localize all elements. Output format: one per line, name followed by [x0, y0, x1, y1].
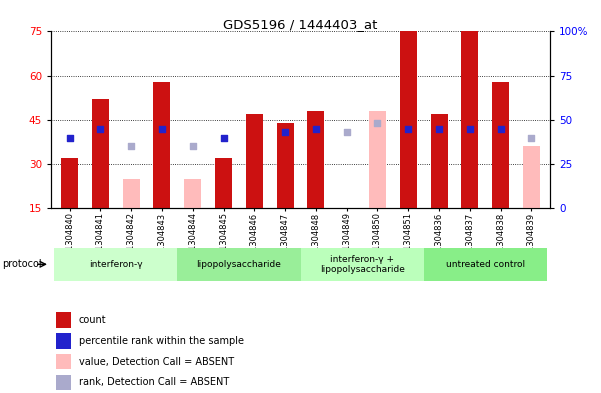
Point [342, 129, 352, 135]
Text: lipopolysaccharide: lipopolysaccharide [197, 260, 281, 269]
Bar [153, 82, 171, 208]
Point [96, 125, 105, 132]
Bar [276, 123, 293, 208]
Point [435, 125, 444, 132]
Bar [56, 312, 71, 328]
Bar [462, 31, 478, 208]
Bar [54, 248, 177, 281]
Bar [185, 179, 201, 208]
Bar [424, 248, 547, 281]
Point [188, 143, 198, 149]
Text: untreated control: untreated control [446, 260, 525, 269]
Point [496, 125, 505, 132]
Text: interferon-γ +
lipopolysaccharide: interferon-γ + lipopolysaccharide [320, 255, 404, 274]
Point [311, 125, 321, 132]
Point [373, 120, 382, 127]
Bar [92, 99, 109, 208]
Bar [523, 146, 540, 208]
Bar [369, 111, 386, 208]
Bar [492, 82, 509, 208]
Text: rank, Detection Call = ABSENT: rank, Detection Call = ABSENT [79, 377, 229, 387]
Text: value, Detection Call = ABSENT: value, Detection Call = ABSENT [79, 356, 234, 367]
Point [526, 134, 536, 141]
Text: protocol: protocol [2, 259, 41, 269]
Bar [61, 158, 78, 208]
Bar [215, 158, 232, 208]
Bar [308, 111, 325, 208]
Text: percentile rank within the sample: percentile rank within the sample [79, 336, 243, 346]
Bar [56, 375, 71, 390]
Bar [430, 114, 448, 208]
Point [126, 143, 136, 149]
Point [65, 134, 75, 141]
Point [280, 129, 290, 135]
Bar [56, 354, 71, 369]
Bar [400, 31, 416, 208]
Bar [177, 248, 300, 281]
Point [157, 125, 166, 132]
Text: count: count [79, 315, 106, 325]
Bar [300, 248, 424, 281]
Bar [123, 179, 139, 208]
Bar [246, 114, 263, 208]
Point [465, 125, 475, 132]
Point [403, 125, 413, 132]
Bar [56, 333, 71, 349]
Text: GDS5196 / 1444403_at: GDS5196 / 1444403_at [224, 18, 377, 31]
Point [219, 134, 228, 141]
Text: interferon-γ: interferon-γ [89, 260, 142, 269]
